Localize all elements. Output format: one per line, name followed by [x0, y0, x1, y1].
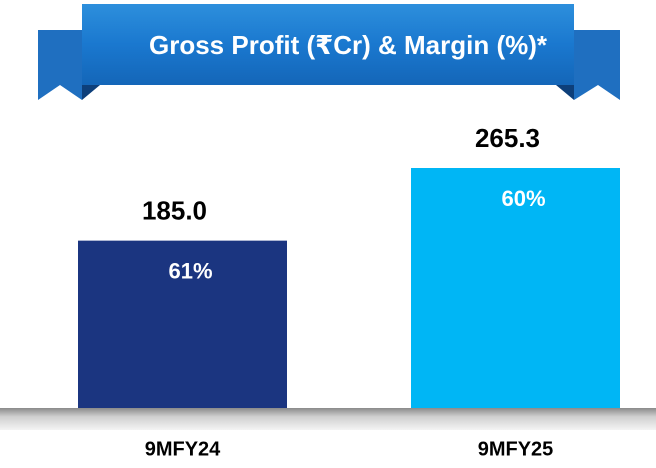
title-ribbon: [38, 4, 620, 100]
bar: [78, 240, 287, 408]
chart-title: Gross Profit (₹Cr) & Margin (%)*: [149, 30, 548, 60]
x-tick-label: 9MFY24: [145, 438, 221, 460]
value-label: 265.3: [475, 123, 540, 153]
bar: [411, 168, 620, 408]
value-label: 185.0: [142, 196, 207, 226]
margin-label: 61%: [168, 258, 212, 283]
margin-label: 60%: [501, 186, 545, 211]
floor: [0, 408, 656, 430]
x-tick-label: 9MFY25: [478, 438, 554, 460]
